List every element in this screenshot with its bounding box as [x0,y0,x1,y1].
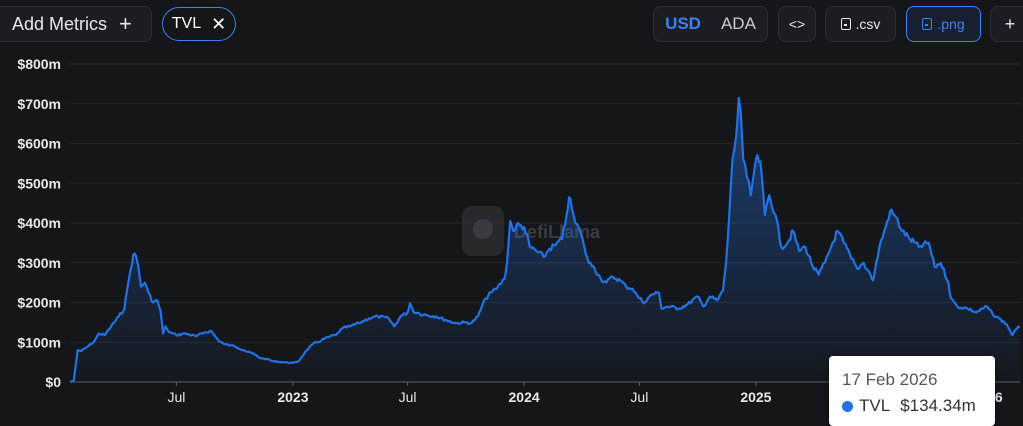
y-tick-label: $200m [17,295,61,311]
y-tick-label: $100m [17,334,61,350]
chart-tooltip: 17 Feb 2026 TVL $134.34m [829,356,995,426]
tooltip-date: 17 Feb 2026 [842,370,938,389]
currency-toggle: USD ADA [653,6,768,42]
y-tick-label: $800m [17,56,61,72]
tvl-series-line [69,96,1021,384]
y-tick-label: $400m [17,215,61,231]
x-tick-label: 2025 [740,389,771,405]
tooltip-series: TVL [859,396,891,415]
download-png-button[interactable]: .png [906,6,981,42]
embed-button[interactable]: <> [778,6,816,42]
x-tick-label: 2024 [509,389,540,405]
x-tick-label: Jul [630,389,648,405]
plus-icon: + [1004,13,1016,34]
download-csv-button[interactable]: .csv [825,6,896,42]
add-metrics-label: Add Metrics [12,13,108,34]
y-tick-label: $0 [45,374,61,390]
more-button[interactable]: + [990,6,1023,42]
image-file-icon [922,18,933,30]
plus-icon: + [119,11,132,36]
code-icon: <> [788,16,806,32]
toolbar: Add Metrics + TVL ✕ USD ADA <> .csv .png… [0,0,1023,50]
y-tick-label: $700m [17,96,61,112]
tvl-area-fill [70,97,1020,383]
series-dot-icon [842,400,853,412]
x-tick-label: Jul [167,389,185,405]
tooltip-row: TVL $134.34m [842,396,983,416]
file-icon [840,18,851,30]
tooltip-value: $134.34m [900,396,976,415]
y-tick-label: $600m [17,136,61,152]
png-label: .png [937,16,965,32]
x-tick-label: 2023 [277,389,308,405]
metric-chip-tvl[interactable]: TVL ✕ [162,7,236,41]
x-tick-label: Jul [399,389,417,405]
currency-option-usd[interactable]: USD [665,14,701,33]
csv-label: .csv [855,16,881,32]
y-tick-label: $500m [17,175,61,191]
close-icon[interactable]: ✕ [211,14,227,34]
metric-chip-label: TVL [171,15,202,32]
currency-option-ada[interactable]: ADA [720,14,756,33]
add-metrics-button[interactable]: Add Metrics + [0,6,152,42]
y-tick-label: $300m [17,255,61,271]
y-axis: $0 $100m $200m $300m $400m $500m $600m $700m $80… [17,56,61,390]
